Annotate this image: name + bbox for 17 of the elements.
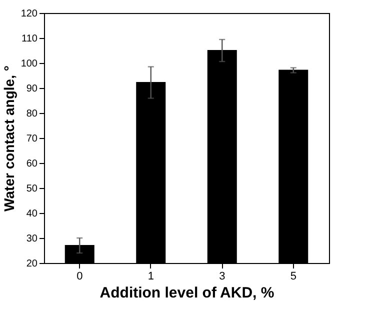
x-tick-label: 5 (290, 270, 296, 282)
y-tick-label: 90 (26, 84, 38, 94)
y-tick-label: 50 (26, 184, 38, 194)
x-tick-label: 3 (219, 270, 226, 282)
y-tick-label: 110 (22, 34, 38, 44)
y-tick-label: 100 (20, 58, 38, 70)
y-tick-label: 80 (26, 108, 38, 120)
y-tick-label: 70 (26, 134, 38, 144)
y-tick-label: 30 (26, 234, 38, 244)
x-axis-title: Addition level of AKD, % (100, 284, 274, 302)
x-tick-label: 1 (148, 270, 154, 282)
y-tick-label: 120 (20, 8, 38, 20)
y-axis-title: Water contact angle, ° (0, 66, 17, 212)
y-tick-label: 20 (26, 258, 38, 270)
y-tick-label: 60 (26, 158, 38, 170)
y-tick-label: 40 (26, 208, 38, 220)
x-tick-label: 0 (76, 270, 83, 282)
